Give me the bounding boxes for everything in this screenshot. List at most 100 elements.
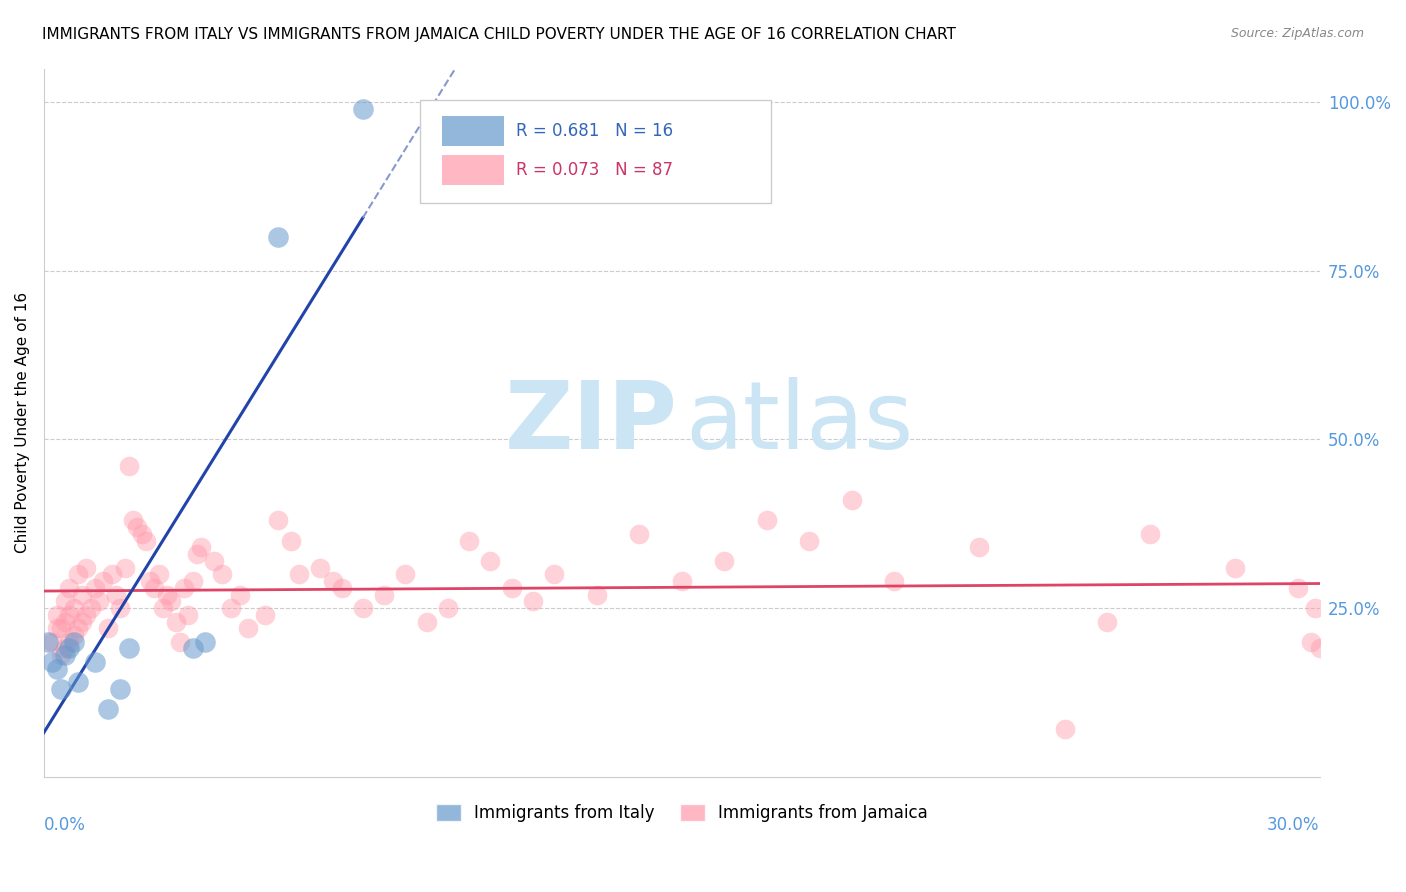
Point — [62, 634, 84, 648]
FancyBboxPatch shape — [441, 155, 503, 185]
Point — [49, 681, 72, 696]
Point — [97, 702, 120, 716]
Point — [114, 560, 136, 574]
Point — [110, 601, 132, 615]
Point — [131, 526, 153, 541]
Text: Source: ZipAtlas.com: Source: ZipAtlas.com — [1230, 27, 1364, 40]
Point — [186, 547, 208, 561]
Point — [139, 574, 162, 588]
Point — [628, 526, 651, 541]
Text: R = 0.073   N = 87: R = 0.073 N = 87 — [516, 161, 673, 178]
Point — [841, 493, 863, 508]
Point — [53, 648, 76, 663]
Point — [49, 648, 72, 663]
Point — [173, 581, 195, 595]
Point — [883, 574, 905, 588]
Point — [37, 634, 59, 648]
Point — [755, 513, 778, 527]
Point — [84, 581, 107, 595]
Point — [228, 588, 250, 602]
FancyBboxPatch shape — [441, 116, 503, 145]
Point — [58, 634, 80, 648]
Point — [45, 662, 67, 676]
Point — [219, 601, 242, 615]
Point — [352, 102, 374, 116]
Point — [713, 554, 735, 568]
Point — [41, 634, 63, 648]
Point — [969, 541, 991, 555]
Point — [501, 581, 523, 595]
Point — [127, 520, 149, 534]
Point — [160, 594, 183, 608]
Text: 30.0%: 30.0% — [1267, 815, 1320, 833]
Point — [49, 621, 72, 635]
Point — [58, 641, 80, 656]
Point — [58, 607, 80, 622]
Point — [62, 601, 84, 615]
Point — [62, 628, 84, 642]
Point — [53, 615, 76, 629]
Point — [152, 601, 174, 615]
Point — [1223, 560, 1246, 574]
Point — [105, 588, 128, 602]
Point — [53, 641, 76, 656]
Point — [543, 567, 565, 582]
Point — [479, 554, 502, 568]
Point — [322, 574, 344, 588]
Point — [671, 574, 693, 588]
Point — [181, 574, 204, 588]
Point — [75, 607, 97, 622]
Point — [267, 230, 290, 244]
Point — [288, 567, 311, 582]
Text: ZIP: ZIP — [505, 376, 678, 468]
Point — [66, 675, 89, 690]
Point — [352, 601, 374, 615]
Point — [211, 567, 233, 582]
Point — [143, 581, 166, 595]
Point — [66, 621, 89, 635]
Point — [53, 594, 76, 608]
FancyBboxPatch shape — [420, 101, 770, 203]
Point — [45, 621, 67, 635]
Y-axis label: Child Poverty Under the Age of 16: Child Poverty Under the Age of 16 — [15, 292, 30, 553]
Point — [458, 533, 481, 548]
Text: atlas: atlas — [686, 376, 914, 468]
Text: R = 0.681   N = 16: R = 0.681 N = 16 — [516, 122, 673, 140]
Point — [1301, 634, 1323, 648]
Point — [1095, 615, 1118, 629]
Point — [41, 655, 63, 669]
Point — [135, 533, 157, 548]
Point — [1053, 723, 1076, 737]
Point — [165, 615, 187, 629]
Point — [394, 567, 416, 582]
Point — [253, 607, 276, 622]
Point — [79, 601, 101, 615]
Point — [330, 581, 353, 595]
Point — [181, 641, 204, 656]
Point — [70, 615, 93, 629]
Point — [1305, 601, 1327, 615]
Point — [522, 594, 544, 608]
Point — [97, 621, 120, 635]
Point — [177, 607, 200, 622]
Point — [45, 607, 67, 622]
Point — [267, 513, 290, 527]
Point — [156, 588, 179, 602]
Point — [799, 533, 821, 548]
Point — [1139, 526, 1161, 541]
Point — [118, 459, 141, 474]
Point — [169, 634, 191, 648]
Point — [118, 641, 141, 656]
Point — [437, 601, 460, 615]
Legend: Immigrants from Italy, Immigrants from Jamaica: Immigrants from Italy, Immigrants from J… — [429, 797, 935, 829]
Point — [194, 634, 217, 648]
Point — [415, 615, 437, 629]
Point — [75, 560, 97, 574]
Point — [1309, 641, 1331, 656]
Point — [84, 655, 107, 669]
Text: IMMIGRANTS FROM ITALY VS IMMIGRANTS FROM JAMAICA CHILD POVERTY UNDER THE AGE OF : IMMIGRANTS FROM ITALY VS IMMIGRANTS FROM… — [42, 27, 956, 42]
Point — [89, 594, 111, 608]
Point — [70, 588, 93, 602]
Point — [93, 574, 115, 588]
Point — [101, 567, 124, 582]
